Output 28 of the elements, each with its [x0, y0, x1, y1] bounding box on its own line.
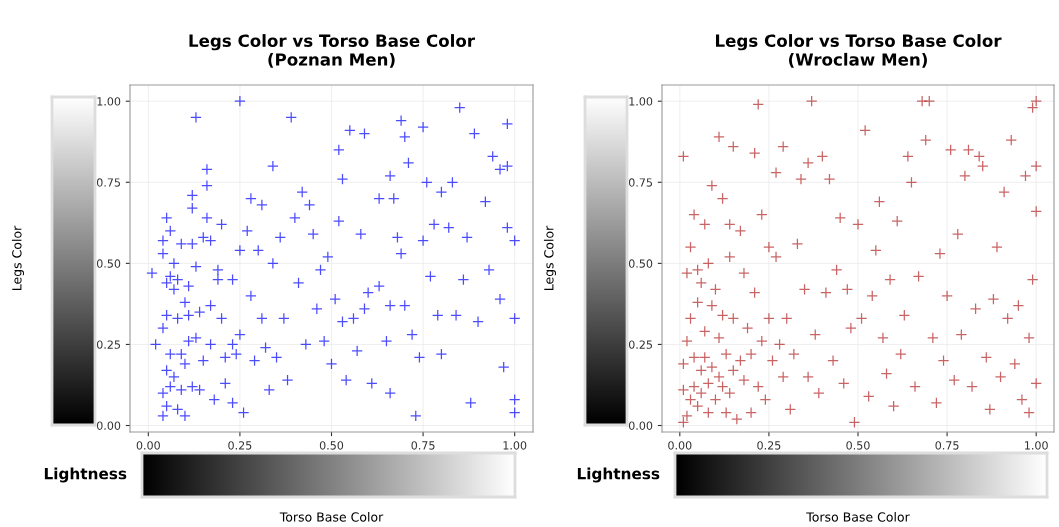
chart-title: Legs Color vs Torso Base Color (Wroclaw Men)	[715, 34, 1002, 68]
y-tick-label: 0.50	[628, 259, 653, 268]
y-tick-label: 0.25	[628, 340, 652, 349]
x-tick-label: 0.75	[411, 441, 435, 450]
x-tick-label: 0.50	[846, 441, 870, 450]
x-axis-title: Torso Base Color	[806, 512, 910, 522]
y-tick-label: 1.00	[97, 97, 121, 106]
x-axis-title: Torso Base Color	[279, 512, 384, 522]
y-tick-label: 0.00	[96, 421, 121, 430]
y-tick-label: 0.75	[96, 178, 120, 187]
y-tick-label: 1.00	[629, 97, 653, 106]
x-tick-label: 0.25	[757, 441, 781, 450]
y-tick-label: 0.75	[628, 178, 652, 187]
text: Lightness	[577, 467, 660, 483]
y-axis-title: Legs Color	[543, 225, 557, 291]
chart-title: Legs Color vs Torso Base Color (Poznan Men)	[189, 34, 475, 68]
x-tick-label: 0.25	[228, 441, 252, 450]
y-tick-label: 0.00	[628, 421, 653, 430]
y-tick-label: 0.50	[96, 259, 121, 268]
x-tick-label: 0.50	[319, 441, 344, 450]
x-tick-label: 0.00	[668, 441, 692, 450]
x-tick-label: 1.00	[1025, 441, 1048, 450]
text: Lightness	[44, 467, 127, 483]
y-axis-title: Legs Color	[11, 225, 25, 291]
x-tick-label: 1.00	[503, 441, 527, 450]
x-tick-label: 0.00	[136, 441, 160, 450]
x-tick-label: 0.75	[935, 441, 959, 450]
y-tick-label: 0.25	[96, 340, 120, 349]
